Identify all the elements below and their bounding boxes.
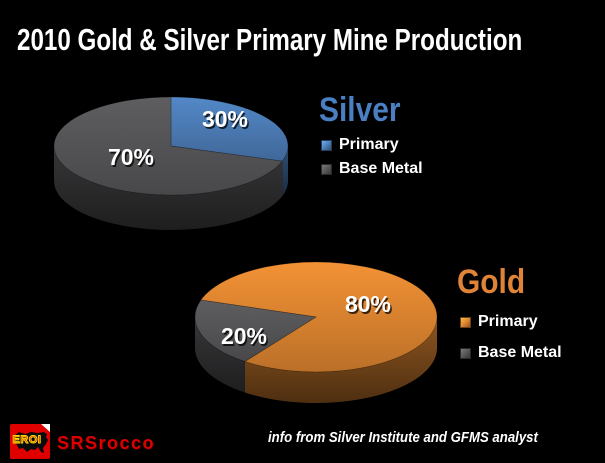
silver-slice-label: 30% [202, 106, 248, 132]
legend-item-gold-primary: Primary [460, 313, 562, 331]
legend-swatch-silver-base-metal-icon [321, 163, 332, 175]
gold-slice-primary [200, 261, 438, 373]
gold-slice-label: 80% [345, 291, 391, 317]
brand-srsrocco: SRSrocco [57, 433, 156, 453]
legend-item-silver-primary: Primary [321, 136, 423, 154]
gold-slice-base-metal [194, 299, 317, 362]
gold-slice-label: 20% [221, 323, 267, 349]
eroi-logo: EROI [10, 424, 50, 459]
legend-swatch-gold-primary-icon [460, 316, 471, 328]
page-title: 2010 Gold & Silver Primary Mine Producti… [17, 22, 523, 57]
legend-item-gold-base-metal: Base Metal [460, 344, 562, 362]
silver-chart-title: Silver [319, 91, 401, 129]
legend-label: Base Metal [339, 160, 423, 177]
logo-corner-decoration [41, 424, 50, 432]
slice-label-shadow: 70% [109, 146, 155, 172]
silver-slice-base-metal [53, 96, 283, 196]
legend-swatch-silver-primary-icon [321, 139, 332, 151]
attribution-text: info from Silver Institute and GFMS anal… [268, 429, 538, 446]
slice-label-shadow: 20% [222, 325, 268, 351]
silver-slice-primary [170, 96, 289, 162]
usa-map-icon [14, 432, 48, 453]
legend-label: Primary [478, 313, 538, 330]
legend-label: Base Metal [478, 344, 562, 361]
gold-legend: Primary Base Metal [460, 313, 562, 375]
silver-slice-base-metal-side [54, 146, 283, 231]
slice-label-shadow: 30% [203, 108, 249, 134]
silver-legend: Primary Base Metal [321, 136, 423, 184]
legend-item-silver-base-metal: Base Metal [321, 160, 423, 178]
silver-slice-label: 70% [108, 144, 154, 170]
gold-chart-title: Gold [457, 263, 526, 301]
eroi-logo-text: EROI [12, 434, 42, 447]
silver-slice-primary-side [282, 146, 288, 197]
legend-label: Primary [339, 136, 399, 153]
legend-swatch-gold-base-metal-icon [460, 347, 471, 359]
gold-slice-base-metal-side [195, 317, 245, 393]
gold-slice-primary-side [244, 317, 437, 403]
slice-label-shadow: 80% [346, 293, 392, 319]
